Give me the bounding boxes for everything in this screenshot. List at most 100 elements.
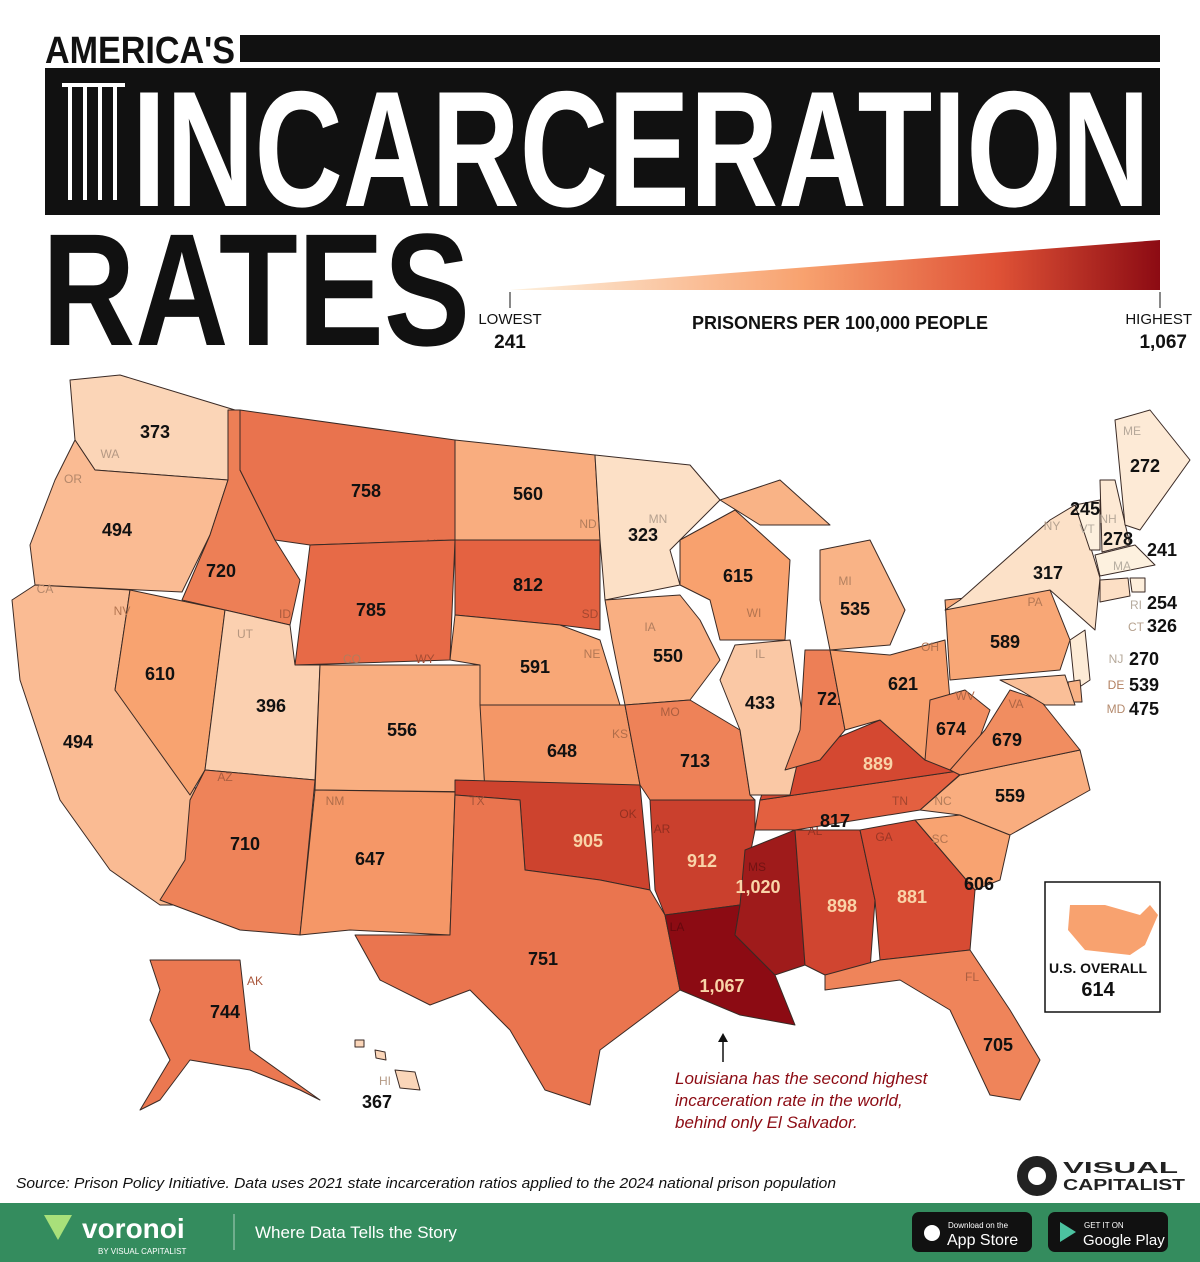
annotation-line: behind only El Salvador. xyxy=(675,1113,858,1132)
state-abbr: VA xyxy=(1008,697,1023,711)
state-abbr: WA xyxy=(101,447,120,461)
state-abbr: IA xyxy=(644,620,655,634)
legend-title: PRISONERS PER 100,000 PEOPLE xyxy=(692,313,988,333)
state-abbr: OR xyxy=(64,472,82,486)
state-value: 494 xyxy=(102,520,132,540)
state-value: 373 xyxy=(140,422,170,442)
title-main: INCARCERATION xyxy=(132,57,1150,241)
state xyxy=(679,509,791,641)
state-value: 396 xyxy=(256,696,286,716)
state-value: 556 xyxy=(387,720,417,740)
state-abbr: WV xyxy=(955,689,974,703)
state-value: 254 xyxy=(1147,593,1177,613)
state-abbr: AR xyxy=(654,822,671,836)
state-abbr: KS xyxy=(612,727,628,741)
state-value: 326 xyxy=(1147,616,1177,636)
app-store-big: App Store xyxy=(947,1232,1018,1249)
state-value: 270 xyxy=(1129,649,1159,669)
state-abbr: NY xyxy=(1044,519,1061,533)
state-value: 817 xyxy=(820,811,850,831)
state-value: 905 xyxy=(573,831,603,851)
state-abbr: MS xyxy=(748,860,766,874)
state-value: 713 xyxy=(680,751,710,771)
overall-icon xyxy=(1068,905,1158,955)
state xyxy=(1094,544,1156,577)
app-store-small: Download on the xyxy=(948,1221,1009,1230)
state xyxy=(999,674,1076,706)
state-value: 610 xyxy=(145,664,175,684)
state-value: 606 xyxy=(964,874,994,894)
state-value: 539 xyxy=(1129,675,1159,695)
header-bar xyxy=(240,35,1160,62)
source: Source: Prison Policy Initiative. Data u… xyxy=(16,1175,836,1192)
state xyxy=(454,539,601,631)
title-band xyxy=(45,68,1160,215)
state-value: 679 xyxy=(992,730,1022,750)
overall-label: U.S. OVERALL xyxy=(1049,960,1147,976)
state xyxy=(914,814,1011,891)
state xyxy=(1129,577,1146,593)
brand-line: VISUAL xyxy=(1063,1160,1178,1177)
footer-tagline: Where Data Tells the Story xyxy=(255,1223,457,1242)
state-abbr: CA xyxy=(37,582,54,596)
state-abbr: OH xyxy=(921,640,939,654)
state xyxy=(354,794,681,1106)
state-abbr: NJ xyxy=(1109,652,1124,666)
state-abbr: OK xyxy=(619,807,636,821)
footer-logo-mark xyxy=(44,1215,72,1240)
state xyxy=(604,594,721,706)
state-value: 621 xyxy=(888,674,918,694)
state-abbr: GA xyxy=(875,830,892,844)
state-abbr: NC xyxy=(934,794,952,808)
state-value: 591 xyxy=(520,657,550,677)
state xyxy=(139,959,321,1111)
state xyxy=(719,639,806,796)
play-icon xyxy=(1060,1222,1076,1242)
state xyxy=(624,699,756,801)
state-value: 589 xyxy=(990,632,1020,652)
state-value: 535 xyxy=(840,599,870,619)
state xyxy=(1099,479,1131,553)
state xyxy=(719,479,831,526)
state xyxy=(1099,577,1131,603)
legend-high: 1,067 xyxy=(1139,332,1187,353)
state-abbr: LA xyxy=(670,920,685,934)
state xyxy=(299,789,456,936)
state-abbr: ND xyxy=(579,517,597,531)
state-value: 1,020 xyxy=(735,877,780,897)
legend-high-label: HIGHEST xyxy=(1125,311,1192,328)
state-value: 720 xyxy=(206,561,236,581)
legend-gradient xyxy=(510,240,1160,290)
jail-icon xyxy=(62,83,125,200)
state-value: 323 xyxy=(628,525,658,545)
state-value: 898 xyxy=(827,896,857,916)
state-abbr: NH xyxy=(1099,512,1116,526)
state-abbr: SC xyxy=(932,832,949,846)
state-value: 494 xyxy=(63,732,93,752)
state-value: 433 xyxy=(745,693,775,713)
state-abbr: AK xyxy=(247,974,263,988)
state-value: 881 xyxy=(897,887,927,907)
state-abbr: CT xyxy=(1128,620,1145,634)
apple-icon xyxy=(924,1225,940,1241)
brand-line: CAPITALIST xyxy=(1063,1177,1185,1194)
google-play-button[interactable] xyxy=(1048,1212,1168,1252)
annotation: Louisiana has the second highest incarcer… xyxy=(675,1069,929,1132)
annotation-line: Louisiana has the second highest xyxy=(675,1069,929,1088)
state-value: 559 xyxy=(995,786,1025,806)
state-abbr: CO xyxy=(343,652,361,666)
state-abbr: NM xyxy=(326,794,345,808)
state xyxy=(1074,499,1101,551)
state-abbr: UT xyxy=(237,627,254,641)
state-value: 615 xyxy=(723,566,753,586)
state-abbr: WY xyxy=(415,652,434,666)
app-store-button[interactable] xyxy=(912,1212,1032,1252)
state xyxy=(239,409,456,546)
state-value: 674 xyxy=(936,719,966,739)
state-value: 647 xyxy=(355,849,385,869)
state-value: 367 xyxy=(362,1092,392,1112)
state-value: 912 xyxy=(687,851,717,871)
state-abbr: MO xyxy=(660,705,679,719)
state-value: 648 xyxy=(547,741,577,761)
